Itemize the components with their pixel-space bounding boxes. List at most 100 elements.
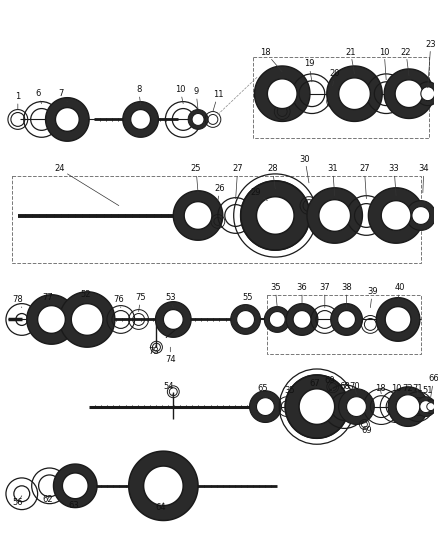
Bar [12,176,421,263]
Text: 9: 9 [194,87,199,110]
Polygon shape [424,400,438,414]
Text: 78: 78 [12,295,23,308]
Text: 52: 52 [80,290,90,299]
Text: 36: 36 [297,284,307,308]
Text: 70: 70 [349,382,360,394]
Polygon shape [339,389,374,424]
Text: 40: 40 [395,284,405,300]
Text: 10: 10 [379,47,389,80]
Text: 29: 29 [250,188,267,200]
Text: 33: 33 [389,165,399,196]
Polygon shape [192,114,204,125]
Text: 55: 55 [242,293,253,308]
Polygon shape [267,79,297,109]
Polygon shape [381,200,411,230]
Polygon shape [421,87,434,101]
Text: 18: 18 [260,47,282,72]
Text: 69: 69 [325,376,335,391]
Polygon shape [420,401,432,413]
Polygon shape [240,181,310,250]
Text: 75: 75 [135,293,146,312]
Text: 37: 37 [319,284,330,308]
Polygon shape [376,298,420,341]
Polygon shape [293,311,311,328]
Text: 56: 56 [13,496,23,507]
Polygon shape [286,304,318,335]
Polygon shape [346,397,366,416]
Text: 54: 54 [163,382,173,397]
Text: 19: 19 [304,60,314,82]
Polygon shape [155,302,191,337]
Text: 18: 18 [375,384,385,394]
Polygon shape [46,98,89,141]
Text: 23: 23 [425,39,436,88]
Polygon shape [53,464,97,507]
Polygon shape [27,295,76,344]
Text: 22: 22 [401,47,411,76]
Text: 20: 20 [329,69,340,86]
Text: 62: 62 [42,495,53,504]
Polygon shape [406,200,436,230]
Polygon shape [269,312,285,327]
Text: 10: 10 [175,85,185,103]
Text: 34: 34 [418,165,429,193]
Text: 25: 25 [191,165,201,193]
Polygon shape [163,310,183,329]
Polygon shape [385,306,411,333]
Polygon shape [144,466,183,506]
Polygon shape [265,306,290,333]
Polygon shape [327,66,382,122]
Polygon shape [123,102,159,138]
Text: 66: 66 [428,374,438,397]
Text: 51: 51 [423,386,433,401]
Polygon shape [38,305,65,333]
Text: 31: 31 [327,165,338,196]
Text: 1: 1 [15,92,21,110]
Text: 26: 26 [215,184,225,200]
Polygon shape [60,292,115,347]
Polygon shape [173,191,223,240]
Text: 27: 27 [359,165,370,199]
Text: 35: 35 [284,386,294,399]
Text: 77: 77 [42,293,53,302]
Text: 65: 65 [257,384,268,397]
Polygon shape [129,451,198,521]
Text: 72: 72 [403,384,413,395]
Bar [253,57,429,138]
Text: 6: 6 [35,89,42,103]
Text: 74: 74 [165,347,176,364]
Polygon shape [188,110,208,130]
Polygon shape [339,78,371,110]
Bar [267,295,421,354]
Polygon shape [331,304,362,335]
Text: 11: 11 [212,90,223,111]
Polygon shape [395,80,423,108]
Polygon shape [56,108,79,131]
Text: 24: 24 [54,165,119,206]
Text: 69: 69 [361,421,372,435]
Polygon shape [338,311,356,328]
Polygon shape [257,197,294,235]
Polygon shape [416,82,438,106]
Polygon shape [184,201,212,229]
Polygon shape [131,110,151,130]
Polygon shape [299,389,335,424]
Text: 27: 27 [232,165,243,199]
Polygon shape [427,402,434,410]
Text: 8: 8 [136,85,141,104]
Text: 28: 28 [267,165,278,189]
Text: 7: 7 [59,89,67,102]
Text: 64: 64 [155,503,166,512]
Polygon shape [231,305,261,334]
Polygon shape [257,398,274,416]
Text: 21: 21 [345,47,356,74]
Text: 53: 53 [165,293,176,308]
Polygon shape [388,387,428,426]
Text: 35: 35 [270,284,281,308]
Polygon shape [416,397,436,416]
Polygon shape [254,66,310,122]
Polygon shape [62,473,88,499]
Polygon shape [285,375,349,438]
Text: 68: 68 [339,382,350,391]
Polygon shape [368,188,424,243]
